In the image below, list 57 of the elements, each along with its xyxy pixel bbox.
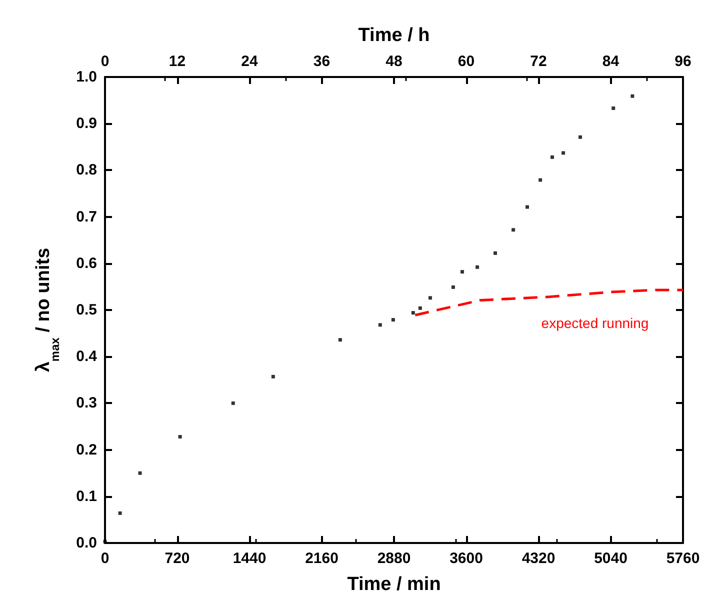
y-tick-label: 0.5 [76,302,97,318]
point [231,401,235,405]
point [118,511,122,515]
x2-tick-label: 84 [602,53,620,70]
point [391,318,395,322]
point [460,270,464,274]
point [338,338,342,342]
point [562,151,566,155]
y-tick-label: 0.6 [76,254,97,272]
x2-tick-label: 12 [168,53,186,70]
y-tick-label: 0.0 [76,534,97,552]
y-tick-label: 0.2 [76,441,97,458]
x-tick-label: 0 [100,550,110,567]
point [428,296,432,300]
x-axis-title: Time / min [347,574,441,595]
y-tick-label: 0.7 [76,208,97,226]
x2-tick-label: 72 [530,53,547,70]
point [612,106,616,110]
x2-tick-label: 0 [100,53,110,70]
point [418,306,422,310]
x-tick-label: 720 [164,550,190,567]
point [451,285,455,289]
annotation: expected running [541,315,649,331]
x-tick-label: 5040 [594,550,628,567]
x-tick-label: 4320 [522,550,556,567]
x-tick-label: 5760 [666,550,700,567]
y-tick-label: 0.3 [76,394,97,412]
point [378,323,382,327]
point [494,251,497,255]
point [103,540,107,544]
point [538,178,542,182]
x2-tick-label: 24 [241,53,258,70]
x2-tick-label: 48 [386,53,402,70]
x2-tick-label: 96 [674,53,692,70]
y-tick-label: 0.9 [76,115,97,132]
point [178,435,182,438]
point [526,205,530,209]
point [138,471,142,475]
x-tick-label: 3600 [450,550,483,567]
y-tick-label: 1.0 [76,68,97,86]
point [630,94,634,98]
x-tick-label: 2160 [305,550,338,567]
y-tick-label: 0.8 [76,162,97,179]
y-tick-label: 0.4 [76,348,98,366]
point [411,311,415,315]
x-tick-label: 2880 [377,550,411,567]
x2-tick-label: 36 [313,53,330,70]
x2-tick-label: 60 [458,53,475,70]
point [271,374,275,378]
y-axis-title: λmax / no units [33,248,62,372]
point [550,155,554,159]
x2-axis-title: Time / h [358,25,430,46]
point [512,228,516,232]
y-tick-label: 0.1 [76,488,97,505]
x-tick-label: 1440 [232,550,266,567]
point [476,265,480,269]
point [578,135,582,139]
